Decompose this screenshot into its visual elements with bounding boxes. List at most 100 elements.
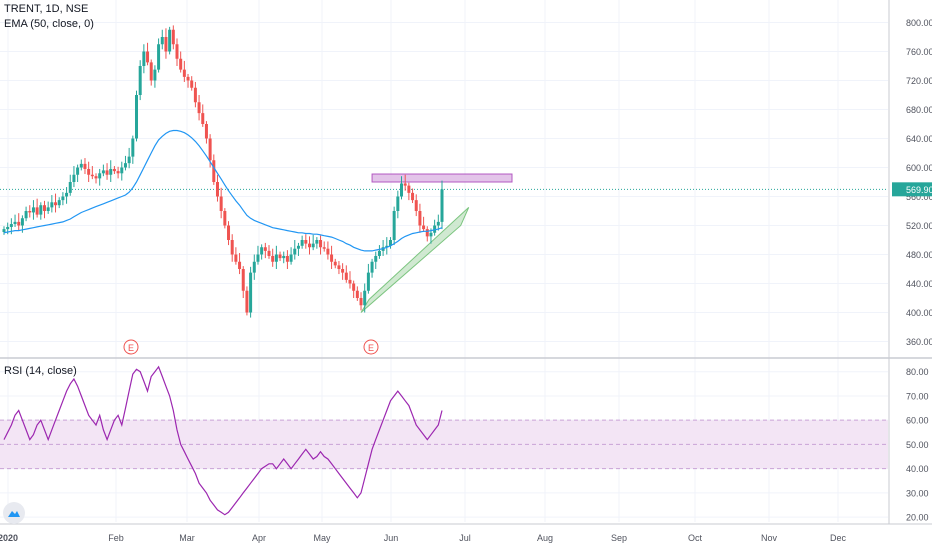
candle-body <box>35 207 39 215</box>
price-tick-label: 560.00 <box>906 192 932 202</box>
candle-body <box>42 205 46 211</box>
candle-body <box>374 255 378 262</box>
candle-body <box>142 51 146 66</box>
rsi-title: RSI (14, close) <box>4 365 77 377</box>
tradingview-logo[interactable] <box>3 502 25 524</box>
candle-body <box>400 183 404 197</box>
candle-body <box>271 255 275 262</box>
candle-body <box>90 174 94 177</box>
price-tick-label: 360.00 <box>906 337 932 347</box>
candle-body <box>179 58 183 70</box>
candle-body <box>223 211 227 226</box>
candle-body <box>296 245 300 249</box>
candle-body <box>319 240 323 248</box>
candle-body <box>39 205 43 215</box>
candle-body <box>241 269 245 291</box>
candle-body <box>278 254 282 259</box>
candle-body <box>160 37 164 45</box>
earnings-marker-circle <box>363 339 379 355</box>
price-tick-label: 800.00 <box>906 18 932 28</box>
rsi-legend: RSI (14, close) <box>4 364 77 379</box>
candle-body <box>149 62 153 81</box>
candle-body <box>127 156 131 164</box>
rsi-tick-label: 70.00 <box>906 391 929 401</box>
candle-body <box>341 269 345 273</box>
candle-body <box>440 189 444 222</box>
price-tick-label: 680.00 <box>906 105 932 115</box>
earnings-marker-1: E <box>123 339 139 355</box>
candle-body <box>153 69 157 81</box>
candle-body <box>366 272 370 291</box>
candle-body <box>109 168 113 175</box>
price-tick-label: 720.00 <box>906 76 932 86</box>
candle-body <box>168 29 172 52</box>
price-tick-label: 600.00 <box>906 163 932 173</box>
candle-body <box>17 221 21 226</box>
candle-body <box>208 138 212 161</box>
price-tick-label: 480.00 <box>906 250 932 260</box>
candle-body <box>300 240 304 246</box>
candle-body <box>326 248 330 255</box>
candle-body <box>385 245 389 248</box>
time-tick-label: Feb <box>108 533 124 543</box>
trend-channel <box>360 207 470 313</box>
symbol-title: TRENT, 1D, NSE <box>4 3 89 15</box>
candle-body <box>61 196 65 201</box>
candle-body <box>57 200 61 206</box>
candle-body <box>263 247 267 251</box>
candle-body <box>72 174 76 182</box>
candle-body <box>411 192 415 201</box>
candle-body <box>105 170 109 175</box>
rsi-tick-label: 60.00 <box>906 416 929 426</box>
candle-body <box>285 255 289 262</box>
candle-body <box>227 225 231 240</box>
candle-body <box>433 225 437 233</box>
candle-body <box>355 290 359 298</box>
candle-body <box>182 69 186 77</box>
candle-body <box>363 290 367 306</box>
time-tick-label: Apr <box>252 533 266 543</box>
candle-body <box>230 240 234 255</box>
candle-body <box>2 229 6 233</box>
candle-body <box>112 168 116 172</box>
price-tick-label: 440.00 <box>906 279 932 289</box>
candle-body <box>83 163 87 169</box>
time-tick-label: Oct <box>688 533 703 543</box>
time-tick-label: Mar <box>179 533 195 543</box>
time-tick-label: Sep <box>611 533 627 543</box>
candle-body <box>76 167 80 175</box>
time-tick-label: Dec <box>830 533 847 543</box>
time-tick-label: Jul <box>459 533 471 543</box>
candle-body <box>304 240 308 244</box>
rsi-tick-label: 50.00 <box>906 440 929 450</box>
candle-body <box>293 248 297 255</box>
time-tick-label: Jun <box>384 533 399 543</box>
candle-body <box>344 272 348 280</box>
candle-body <box>392 211 396 240</box>
candle-body <box>123 163 127 168</box>
candle-body <box>370 261 374 273</box>
time-tick-label: Nov <box>761 533 778 543</box>
rsi-tick-label: 80.00 <box>906 367 929 377</box>
rsi-line <box>3 365 443 516</box>
candle-body <box>116 171 120 174</box>
candle-body <box>274 254 278 262</box>
candle-body <box>101 170 105 174</box>
candle-body <box>28 211 32 213</box>
candle-body <box>54 202 58 206</box>
candle-body <box>422 225 426 230</box>
candle-body <box>234 254 238 262</box>
candle-body <box>164 37 168 52</box>
earnings-marker-2: E <box>363 339 379 355</box>
candle-body <box>352 283 356 291</box>
candle-body <box>359 298 363 306</box>
candle-body <box>98 173 102 179</box>
candle-body <box>94 176 98 179</box>
candle-body <box>289 254 293 262</box>
candle-body <box>429 232 433 237</box>
rsi-tick-label: 20.00 <box>906 513 929 523</box>
candle-body <box>377 250 381 256</box>
candle-body <box>256 254 260 262</box>
